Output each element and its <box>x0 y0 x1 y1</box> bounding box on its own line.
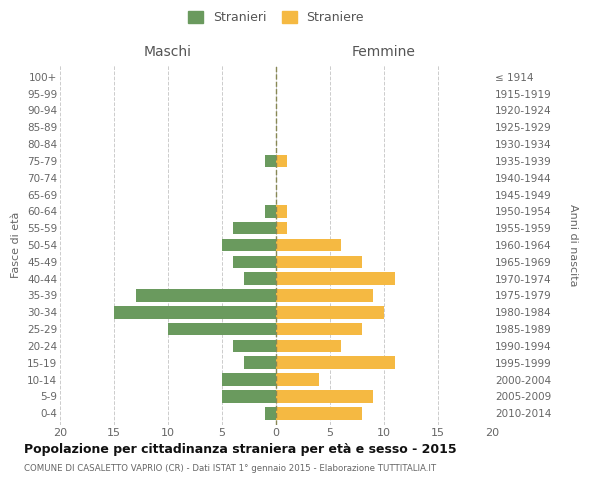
Bar <box>265 205 276 218</box>
Legend: Stranieri, Straniere: Stranieri, Straniere <box>188 11 364 24</box>
Bar <box>244 356 276 369</box>
Text: Popolazione per cittadinanza straniera per età e sesso - 2015: Popolazione per cittadinanza straniera p… <box>24 442 457 456</box>
Bar <box>276 256 362 268</box>
Bar <box>233 222 276 234</box>
Bar <box>233 256 276 268</box>
Bar <box>276 289 373 302</box>
Bar <box>168 323 276 336</box>
Bar <box>276 390 373 402</box>
Text: Femmine: Femmine <box>352 45 416 59</box>
Bar <box>233 340 276 352</box>
Bar <box>276 205 287 218</box>
Bar <box>265 407 276 420</box>
Text: Maschi: Maschi <box>144 45 192 59</box>
Bar <box>276 356 395 369</box>
Bar <box>276 222 287 234</box>
Bar <box>265 154 276 167</box>
Bar <box>276 272 395 285</box>
Bar <box>276 407 362 420</box>
Bar <box>222 238 276 252</box>
Bar <box>276 238 341 252</box>
Bar <box>222 374 276 386</box>
Bar <box>276 154 287 167</box>
Y-axis label: Fasce di età: Fasce di età <box>11 212 22 278</box>
Bar <box>244 272 276 285</box>
Bar <box>276 306 384 318</box>
Bar <box>114 306 276 318</box>
Bar <box>222 390 276 402</box>
Bar <box>136 289 276 302</box>
Bar <box>276 323 362 336</box>
Text: COMUNE DI CASALETTO VAPRIO (CR) - Dati ISTAT 1° gennaio 2015 - Elaborazione TUTT: COMUNE DI CASALETTO VAPRIO (CR) - Dati I… <box>24 464 436 473</box>
Y-axis label: Anni di nascita: Anni di nascita <box>568 204 578 286</box>
Bar <box>276 340 341 352</box>
Bar <box>276 374 319 386</box>
